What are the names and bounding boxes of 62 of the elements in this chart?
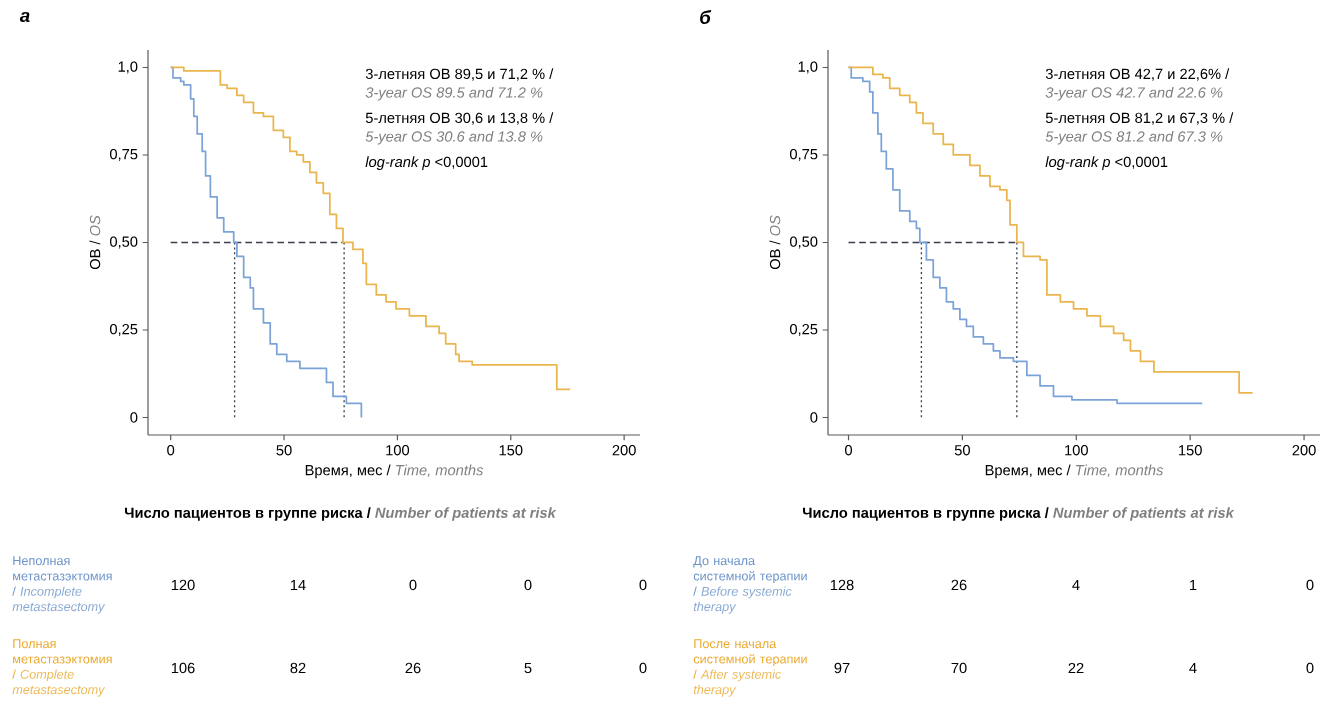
annotation: 3-year OS 42.7 and 22.6 % — [1045, 86, 1223, 101]
annotation: 3-year OS 89.5 and 71.2 % — [365, 86, 543, 101]
text: 97 — [834, 662, 850, 674]
y-tick-label: 0,75 — [789, 148, 818, 162]
text: 0 — [524, 579, 532, 591]
category-label: До начала системной терапии / Before systemic therapy — [693, 556, 807, 614]
y-tick-label: 0 — [810, 412, 818, 423]
x-tick-label: 100 — [386, 445, 410, 456]
text: 0 — [639, 579, 647, 591]
x-tick-label: 150 — [1179, 445, 1202, 456]
text: 0 — [639, 662, 647, 674]
annotation: 3-летняя ОВ 89,5 и 71,2 % / — [365, 68, 554, 81]
category-label: После начала системной терапии / After systemic therapy — [693, 639, 807, 697]
x-tick-label: 200 — [612, 445, 636, 456]
x-axis-title: Время, мес / Time, months — [985, 464, 1164, 479]
x-tick-label: 0 — [844, 445, 852, 456]
annotation: 3-летняя ОВ 42,7 и 22,6% / — [1045, 68, 1230, 81]
annotation: 5-year OS 81.2 and 67.3 % — [1045, 130, 1223, 145]
annotation: log-rank p <0,0001 — [365, 156, 488, 170]
text: 26 — [951, 579, 967, 591]
chart-title: а — [19, 11, 30, 23]
text: Число пациентов в группе риска / Number of patients at risk — [125, 507, 557, 521]
x-tick-label: 50 — [276, 445, 292, 456]
text: 22 — [1068, 662, 1084, 674]
annotation: 5-летняя ОВ 81,2 и 67,3 % / — [1045, 112, 1234, 125]
text: 1 — [1190, 579, 1197, 591]
y-tick-label: 1,0 — [118, 61, 138, 74]
y-tick-label: 0,50 — [789, 236, 818, 249]
text: 0 — [409, 579, 417, 591]
y-tick-label: 1,0 — [798, 61, 818, 74]
y-tick-label: 0 — [130, 412, 138, 423]
y-tick-label: 0,25 — [789, 323, 818, 337]
text: 0 — [1306, 662, 1314, 674]
text: 26 — [405, 662, 421, 674]
x-tick-label: 50 — [954, 445, 970, 456]
text: 82 — [290, 662, 306, 674]
text: 70 — [951, 662, 967, 674]
text: 128 — [830, 579, 854, 591]
text: 5 — [524, 662, 532, 674]
x-tick-label: 200 — [1292, 445, 1316, 456]
y-tick-label: 0,25 — [109, 323, 138, 337]
annotation: 5-year OS 30.6 and 13.8 % — [365, 130, 543, 145]
text: Число пациентов в группе риска / Number of patients at risk — [803, 507, 1235, 521]
chart-title: б — [700, 10, 712, 24]
category-label: Полная метастазэктомия / Complete metastasectomy — [12, 639, 112, 697]
text: 4 — [1189, 662, 1197, 674]
text: 4 — [1072, 579, 1080, 591]
text: 120 — [171, 579, 195, 591]
y-tick-label: 0,50 — [109, 236, 138, 249]
text: 0 — [1306, 579, 1314, 591]
x-axis-title: Время, мес / Time, months — [305, 464, 484, 479]
annotation: 5-летняя ОВ 30,6 и 13,8 % / — [365, 112, 554, 125]
text: 14 — [290, 579, 306, 591]
y-axis-title: ОВ / OS — [89, 215, 101, 270]
text: 106 — [171, 662, 195, 674]
annotation: log-rank p <0,0001 — [1045, 156, 1168, 170]
x-tick-label: 150 — [499, 445, 523, 456]
category-label: Неполная метастазэктомия / Incomplete metastasectomy — [12, 556, 112, 614]
x-tick-label: 0 — [167, 445, 175, 456]
y-tick-label: 0,75 — [109, 148, 138, 162]
y-axis-title: ОВ / OS — [769, 215, 781, 270]
x-tick-label: 100 — [1065, 445, 1088, 456]
